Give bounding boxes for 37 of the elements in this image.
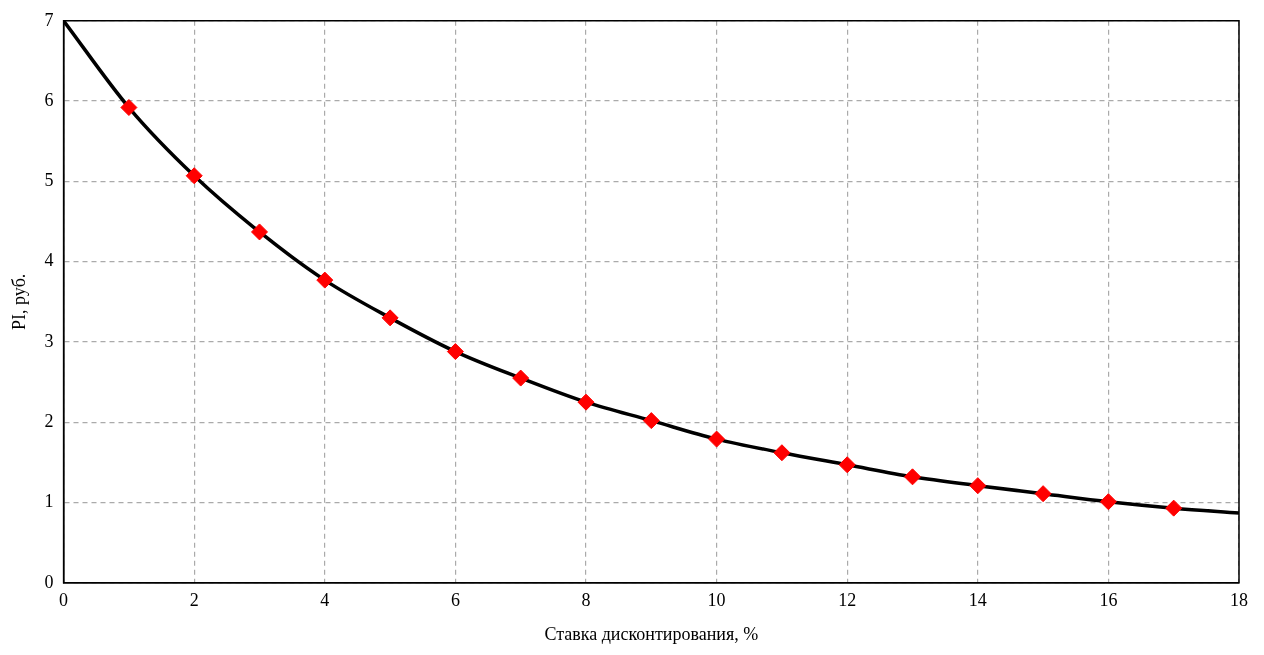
- point: [773, 444, 791, 462]
- x-tick-label: 0: [59, 590, 69, 611]
- x-tick-label: 8: [581, 590, 591, 611]
- x-tick-label: 4: [320, 590, 330, 611]
- y-tick-label: 1: [44, 491, 54, 512]
- point: [120, 99, 138, 117]
- y-tick-label: 3: [44, 330, 54, 351]
- x-tick-label: 10: [707, 590, 726, 611]
- x-tick-label: 14: [968, 590, 987, 611]
- point: [316, 271, 334, 289]
- y-tick-label: 2: [44, 410, 54, 431]
- y-tick-label: 5: [44, 170, 54, 191]
- x-tick-label: 18: [1230, 590, 1248, 611]
- x-axis-title: Ставка дисконтирования, %: [544, 623, 759, 644]
- point: [512, 369, 530, 387]
- y-axis-title: PI, руб.: [8, 273, 29, 330]
- y-tick-label: 6: [44, 89, 54, 110]
- point: [1099, 493, 1117, 511]
- x-tick-label: 6: [450, 590, 460, 611]
- point: [577, 393, 595, 411]
- point: [185, 167, 203, 185]
- point: [838, 456, 856, 474]
- point: [708, 430, 726, 448]
- y-tick-label: 4: [44, 250, 54, 271]
- point: [969, 477, 987, 495]
- point: [1165, 499, 1183, 517]
- point: [381, 309, 399, 327]
- y-tick-label: 0: [44, 571, 54, 592]
- point: [446, 343, 464, 361]
- x-tick-label: 12: [838, 590, 857, 611]
- point: [642, 412, 660, 430]
- point: [904, 468, 921, 486]
- x-tick-label: 16: [1099, 590, 1118, 611]
- y-tick-label: 7: [44, 9, 54, 30]
- point: [251, 223, 268, 241]
- point: [1034, 485, 1052, 503]
- x-tick-label: 2: [189, 590, 199, 611]
